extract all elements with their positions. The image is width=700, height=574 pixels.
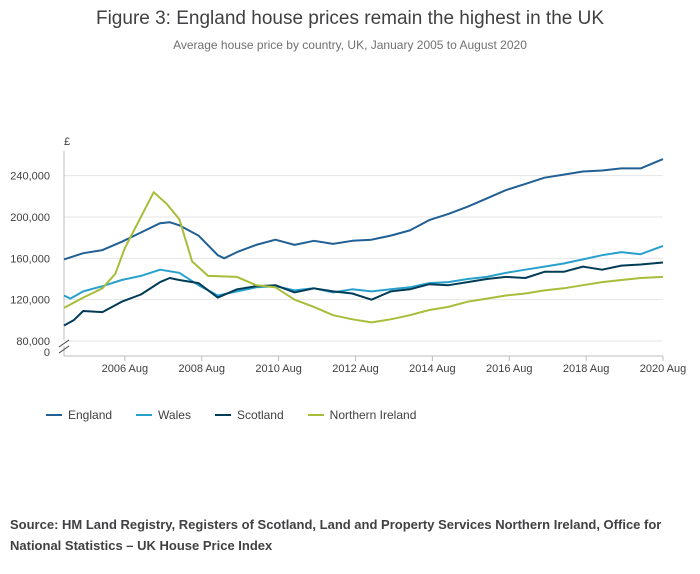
y-tick-label: 0 xyxy=(44,347,50,359)
series-layer xyxy=(63,158,664,327)
source-note: Source: HM Land Registry, Registers of S… xyxy=(10,517,662,553)
legend-item: Northern Ireland xyxy=(307,408,417,422)
x-tick-label: 2014 Aug xyxy=(409,363,456,375)
legend-swatch xyxy=(46,414,62,416)
legend-item: Wales xyxy=(136,408,191,422)
x-tick-label: 2018 Aug xyxy=(563,363,610,375)
y-tick-label: 240,000 xyxy=(10,171,50,183)
x-tick-label: 2008 Aug xyxy=(178,363,225,375)
axis-break-marker xyxy=(58,339,70,354)
series-line-northern-ireland xyxy=(63,191,664,324)
legend-label: England xyxy=(68,408,113,422)
series-line-scotland xyxy=(63,261,664,327)
x-tick-label: 2020 Aug xyxy=(640,363,687,375)
legend-swatch xyxy=(307,414,324,416)
grid-layer xyxy=(64,175,663,342)
y-tick-label: 200,000 xyxy=(10,212,50,224)
y-axis-label: £ xyxy=(64,136,70,148)
x-tick-label: 2016 Aug xyxy=(486,363,533,375)
legend-label: Northern Ireland xyxy=(329,408,417,422)
series-line-wales xyxy=(63,244,664,300)
axis-layer: 080,000 120,000 160,000 200,000 240,000 £2006… xyxy=(10,136,686,375)
x-tick-label: 2010 Aug xyxy=(255,363,302,375)
x-tick-label: 2012 Aug xyxy=(332,363,379,375)
line-chart: 080,000 120,000 160,000 200,000 240,000 £2006… xyxy=(10,136,686,375)
legend-swatch xyxy=(214,414,231,416)
series-line-england xyxy=(63,158,664,261)
legend-label: Wales xyxy=(158,408,191,422)
chart-legend: England Wales Scotland Northern Ireland xyxy=(46,408,440,422)
y-tick-label: 80,000 xyxy=(16,336,50,348)
x-tick-label: 2006 Aug xyxy=(102,363,149,375)
y-tick-label: 160,000 xyxy=(10,253,50,265)
legend-label: Scotland xyxy=(236,408,284,422)
chart-title: Figure 3: England house prices remain th… xyxy=(95,8,605,29)
legend-swatch xyxy=(136,414,153,416)
chart-subtitle: Average house price by country, UK, Janu… xyxy=(173,38,527,52)
legend-item: England xyxy=(46,408,112,422)
legend-item: Scotland xyxy=(214,408,284,422)
y-tick-label: 120,000 xyxy=(10,295,50,307)
